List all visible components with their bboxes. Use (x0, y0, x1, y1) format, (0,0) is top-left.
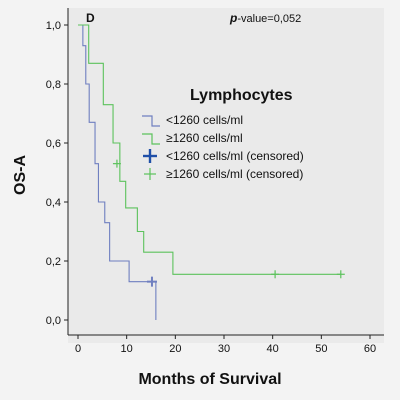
x-tick-label: 20 (169, 343, 181, 355)
y-tick-label: 1,0 (46, 20, 61, 32)
pvalue-text: -value=0,052 (237, 13, 301, 25)
panel-label: D (86, 11, 95, 25)
series-group (78, 24, 345, 320)
series-2-survival-curve (78, 24, 341, 275)
legend-label: <1260 cells/ml (censored) (166, 149, 304, 163)
y-tick-label: 0,6 (46, 138, 61, 150)
legend-item: <1260 cells/ml (censored) (143, 149, 304, 163)
x-tick-label: 0 (75, 343, 81, 355)
y-tick-label: 0,2 (46, 256, 61, 268)
ticks: 0 10 20 30 40 50 60 0,0 0,2 0,4 0,6 0,8 1,0 (46, 20, 376, 355)
censor-mark (146, 276, 157, 287)
censor-mark (336, 270, 345, 279)
y-axis-title: OS-A (12, 155, 29, 195)
censor-mark (112, 159, 121, 168)
x-tick-label: 30 (218, 343, 230, 355)
x-tick-label: 50 (315, 343, 327, 355)
y-tick-label: 0,8 (46, 79, 61, 91)
y-tick-label: 0,0 (46, 315, 61, 327)
x-axis-title: Months of Survival (138, 371, 281, 388)
y-tick-label: 0,4 (46, 197, 61, 209)
legend-title: Lymphocytes (190, 87, 293, 104)
legend-label: <1260 cells/ml (166, 113, 243, 127)
x-tick-label: 10 (121, 343, 133, 355)
legend-label: ≥1260 cells/ml (censored) (166, 167, 303, 181)
axes (67, 8, 384, 336)
censor-mark (271, 270, 280, 279)
legend-item: ≥1260 cells/ml (censored) (144, 167, 303, 181)
pvalue-symbol: p (229, 11, 237, 25)
x-tick-label: 60 (364, 343, 376, 355)
legend-step-symbol (142, 133, 160, 145)
legend: Lymphocytes <1260 cells/ml ≥1260 cells/ml… (142, 87, 304, 181)
x-tick-label: 40 (267, 343, 279, 355)
legend-censor-symbol (144, 168, 156, 180)
pvalue-annotation: p-value=0,052 (229, 11, 301, 25)
legend-item: <1260 cells/ml (142, 113, 243, 127)
legend-step-symbol (142, 115, 160, 127)
series-1-survival-curve (78, 24, 157, 320)
legend-censor-symbol (143, 149, 157, 163)
plot-area (68, 8, 384, 343)
legend-item: ≥1260 cells/ml (142, 131, 243, 145)
legend-label: ≥1260 cells/ml (166, 131, 243, 145)
